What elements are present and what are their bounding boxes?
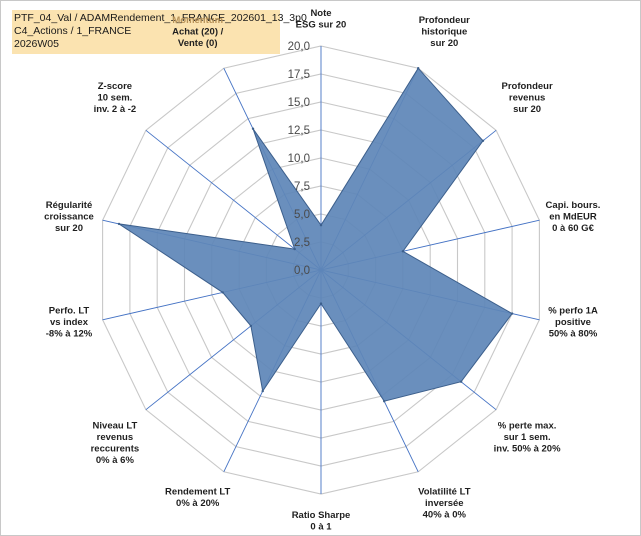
category-label-11: Régularité croissance sur 20	[44, 200, 94, 234]
tick-label-2: 5,0	[294, 209, 310, 221]
category-label-2: Profondeur revenus sur 20	[501, 81, 552, 115]
category-label-line: 0% à 20%	[176, 498, 220, 509]
category-label-line: inv. 2 à -2	[94, 104, 137, 115]
data-point-3	[401, 250, 405, 253]
category-label-line: 0% à 6%	[96, 455, 135, 466]
category-label-layer: Note ESG sur 20 Profondeur historique sur 20…	[44, 8, 600, 533]
category-label-line: vs index	[50, 317, 89, 328]
category-label-line: sur 1 sem.	[504, 432, 551, 443]
data-point-10	[221, 291, 224, 294]
category-label-line: Note	[310, 8, 331, 19]
category-label-line: sur 20	[513, 104, 541, 115]
title-line-1: PTF_04_Val / ADAMRendement_1_FRANCE_2026…	[14, 12, 307, 24]
category-label-line: -8% à 12%	[46, 329, 93, 340]
category-label-line: ESG sur 20	[296, 20, 347, 31]
category-label-13: Momentum Achat (20) / Vente (0)	[172, 15, 224, 49]
category-label-line: sur 20	[55, 223, 83, 234]
category-label-line: sur 20	[430, 38, 458, 49]
category-label-line: Achat (20) /	[172, 27, 224, 38]
title-line-3: 2026W05	[14, 38, 59, 50]
category-label-line: Profondeur	[419, 15, 470, 26]
data-point-0	[319, 224, 323, 227]
category-label-line: Perfo. LT	[49, 306, 90, 317]
tick-label-3: 7,5	[294, 181, 310, 193]
category-label-line: reccurents	[91, 443, 140, 454]
tick-layer: 0,0 2,5 5,0 7,5 10,0 12,5 15,0 17,5 20,0	[288, 41, 310, 277]
category-label-line: % perfo 1A	[548, 306, 598, 317]
category-label-line: historique	[421, 27, 467, 38]
category-label-line: en MdEUR	[549, 211, 597, 222]
category-label-9: Niveau LT revenus reccurents 0% à 6%	[91, 420, 140, 466]
data-point-2	[481, 139, 485, 142]
category-label-line: Régularité	[46, 200, 92, 211]
title-line-2: C4_Actions / 1_FRANCE	[14, 25, 132, 37]
category-label-line: positive	[555, 317, 591, 328]
tick-label-7: 17,5	[288, 69, 310, 81]
data-point-5	[459, 380, 463, 383]
category-label-10: Perfo. LT vs index -8% à 12%	[46, 306, 93, 340]
tick-label-4: 10,0	[288, 153, 310, 165]
category-label-line: inv. 50% à 20%	[494, 443, 561, 454]
category-label-1: Profondeur historique sur 20	[419, 15, 470, 49]
category-label-line: 0 à 1	[310, 522, 332, 533]
category-label-7: Ratio Sharpe 0 à 1	[292, 510, 351, 533]
data-point-9	[249, 324, 253, 328]
tick-label-6: 15,0	[288, 97, 310, 109]
category-label-12: Z-score 10 sem. inv. 2 à -2	[94, 81, 137, 115]
category-label-line: 10 sem.	[97, 93, 132, 104]
category-label-line: Profondeur	[501, 81, 552, 92]
category-label-line: 40% à 0%	[423, 509, 467, 520]
category-label-line: Momentum	[172, 15, 223, 26]
data-point-1	[417, 67, 420, 70]
tick-label-0: 0,0	[294, 265, 310, 277]
category-label-line: Capi. bours.	[546, 200, 601, 211]
category-label-6: Volatilité LT inversée 40% à 0%	[418, 486, 471, 520]
category-label-line: 50% à 80%	[549, 329, 598, 340]
category-label-line: inversée	[425, 498, 464, 509]
chart-title-box: PTF_04_Val / ADAMRendement_1_FRANCE_2026…	[12, 10, 307, 54]
data-point-13	[251, 127, 255, 130]
spoke-12	[145, 129, 322, 271]
tick-label-8: 20,0	[288, 41, 310, 53]
data-point-6	[383, 400, 386, 403]
category-label-4: % perfo 1A positive 50% à 80%	[548, 306, 598, 340]
category-label-line: revenus	[97, 432, 133, 443]
category-label-line: Z-score	[98, 81, 132, 92]
category-label-line: Ratio Sharpe	[292, 510, 351, 521]
tick-label-1: 2,5	[294, 237, 310, 249]
category-label-5: % perte max. sur 1 sem. inv. 50% à 20%	[494, 420, 561, 454]
tick-label-5: 12,5	[288, 125, 310, 137]
category-label-3: Capi. bours. en MdEUR 0 à 60 G€	[546, 200, 601, 234]
data-point-12	[293, 247, 296, 251]
category-label-line: Vente (0)	[178, 38, 218, 49]
category-label-line: croissance	[44, 211, 94, 222]
data-point-11	[117, 222, 121, 226]
category-label-line: Volatilité LT	[418, 486, 471, 497]
category-label-0: Note ESG sur 20	[296, 8, 347, 31]
data-point-4	[510, 312, 514, 315]
category-label-line: % perte max.	[498, 420, 557, 431]
category-label-line: Niveau LT	[93, 420, 138, 431]
category-label-8: Rendement LT 0% à 20%	[165, 486, 230, 509]
category-label-line: Rendement LT	[165, 486, 230, 497]
category-label-line: 0 à 60 G€	[552, 223, 594, 234]
data-point-7	[319, 302, 323, 305]
category-label-line: revenus	[509, 93, 545, 104]
data-point-8	[261, 389, 264, 393]
series-layer	[117, 67, 514, 403]
